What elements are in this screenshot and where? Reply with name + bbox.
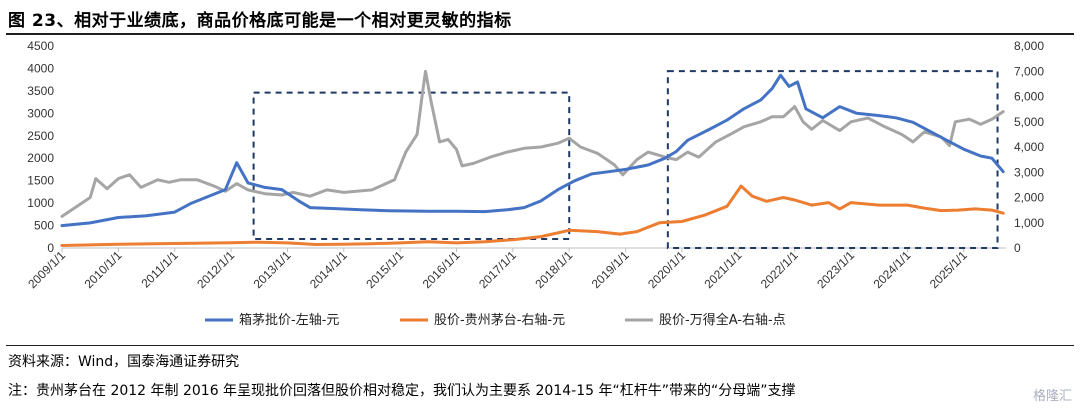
x-tick-label: 2018/1/1: [532, 248, 575, 291]
y-left-tick-label: 1500: [27, 174, 54, 188]
x-tick-label: 2015/1/1: [363, 248, 406, 291]
x-tick-label: 2019/1/1: [589, 248, 632, 291]
x-tick-label: 2017/1/1: [476, 248, 519, 291]
y-left-tick-label: 1000: [27, 196, 54, 210]
x-tick-label: 2013/1/1: [251, 248, 294, 291]
annotation-layer: [252, 70, 999, 250]
y-right-tick-label: 0: [1014, 241, 1021, 255]
line-chart: 0 500 1000 1500 2000 2500 3000 3500 4000 4500 0 1,0…: [25, 39, 1044, 328]
dashed-highlight-box: [666, 70, 999, 250]
y-left-tick-label: 2000: [27, 151, 54, 165]
y-left-tick-label: 4500: [27, 39, 54, 53]
series-layer: [60, 69, 1005, 247]
title-rule: [6, 33, 1074, 35]
y-left-tick-label: 3000: [27, 106, 54, 120]
legend-label-1: 股价-贵州茅台-右轴-元: [434, 313, 565, 328]
series-line-0: [60, 73, 1005, 228]
y-right-tick-label: 6,000: [1014, 90, 1044, 104]
y-right-tick-label: 2,000: [1014, 191, 1044, 205]
x-tick-label: 2023/1/1: [814, 248, 857, 291]
y-right-tick-label: 5,000: [1014, 115, 1044, 129]
y-left-tick-label: 4000: [27, 61, 54, 75]
legend: 箱茅批价-左轴-元 股价-贵州茅台-右轴-元 股价-万得全A-右轴-点: [205, 312, 786, 328]
x-tick-label: 2011/1/1: [139, 248, 182, 291]
y-right-tick-label: 7,000: [1014, 64, 1044, 78]
y-left-tick-label: 2500: [27, 129, 54, 143]
series-line-1: [60, 184, 1005, 247]
legend-label-0: 箱茅批价-左轴-元: [239, 312, 339, 328]
y-left-tick-label: 3500: [27, 84, 54, 98]
watermark-logo: 格隆汇: [1032, 389, 1072, 404]
x-tick-label: 2022/1/1: [758, 248, 801, 291]
source-rule: [6, 345, 1074, 346]
x-tick-label: 2020/1/1: [645, 248, 688, 291]
y-right-tick-label: 4,000: [1014, 140, 1044, 154]
x-tick-label: 2014/1/1: [307, 248, 350, 291]
figure-title: 图 23、相对于业绩底，商品价格底可能是一个相对更灵敏的指标: [8, 11, 512, 31]
x-tick-label: 2012/1/1: [194, 248, 237, 291]
axis-layer: 0 500 1000 1500 2000 2500 3000 3500 4000 4500 0 1,0…: [25, 39, 1044, 291]
y-right-tick-label: 1,000: [1014, 216, 1044, 230]
x-tick-label: 2024/1/1: [871, 248, 914, 291]
x-tick-label: 2010/1/1: [82, 248, 125, 291]
y-left-tick-label: 0: [47, 241, 54, 255]
y-right-tick-label: 8,000: [1014, 39, 1044, 53]
y-left-tick-label: 500: [34, 219, 54, 233]
x-tick-label: 2025/1/1: [927, 248, 970, 291]
note-text: 注：贵州茅台在 2012 年制 2016 年呈现批价回落但股价相对稳定，我们认为…: [8, 383, 796, 399]
x-tick-label: 2021/1/1: [701, 248, 744, 291]
x-tick-label: 2016/1/1: [420, 248, 463, 291]
source-text: 资料来源：Wind，国泰海通证券研究: [8, 354, 240, 370]
dashed-highlight-box: [252, 91, 571, 241]
y-right-tick-label: 3,000: [1014, 165, 1044, 179]
legend-label-2: 股价-万得全A-右轴-点: [659, 312, 786, 328]
